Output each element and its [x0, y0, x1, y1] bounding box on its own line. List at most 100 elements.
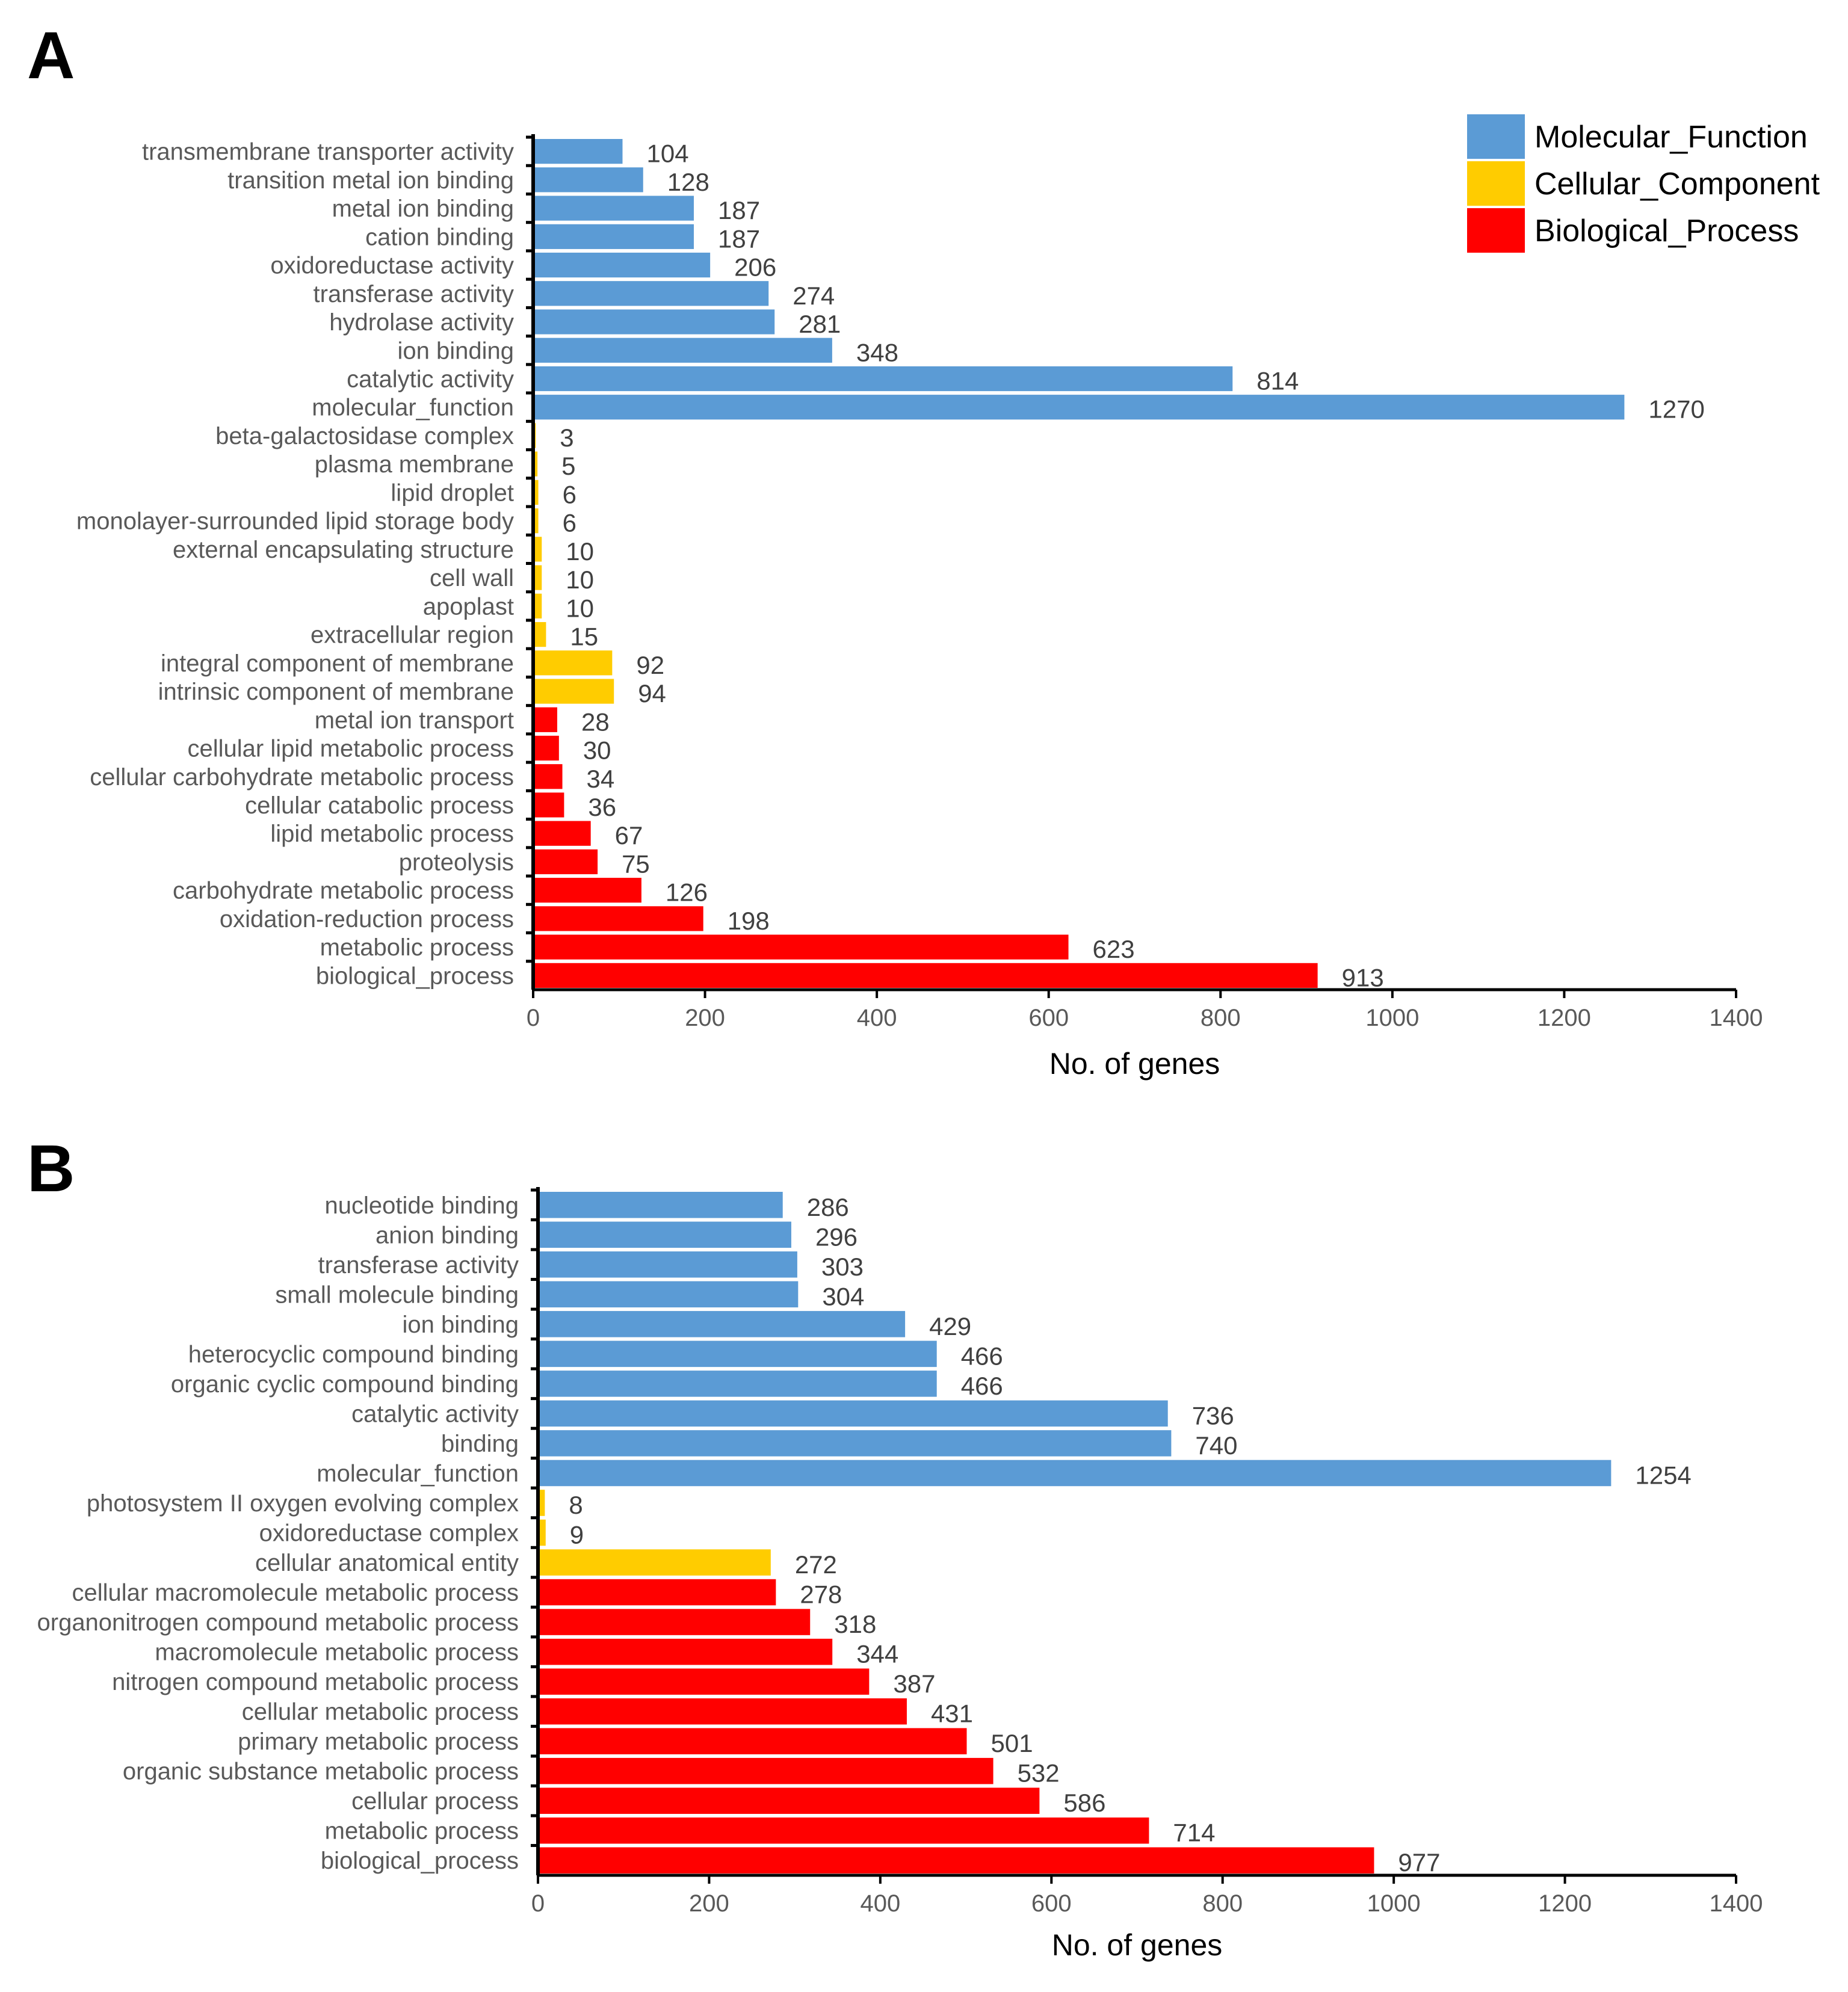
x-tick-label: 200	[685, 1005, 725, 1031]
data-label: 466	[961, 1342, 1003, 1370]
x-tick-label: 800	[1201, 1005, 1241, 1031]
category-label: oxidoreductase activity	[270, 253, 514, 279]
bar	[538, 1757, 994, 1784]
data-label: 814	[1256, 366, 1299, 395]
bar	[533, 167, 643, 193]
bar	[538, 1192, 783, 1218]
chart-b: nucleotide binding 286 anion binding 296 tra…	[37, 1187, 1763, 1962]
x-tick-label: 1000	[1365, 1005, 1419, 1031]
bar	[533, 878, 641, 903]
bar	[533, 338, 832, 363]
bar	[533, 196, 694, 221]
x-tick-label: 600	[1028, 1005, 1069, 1031]
data-label: 532	[1018, 1759, 1060, 1787]
category-label: cellular catabolic process	[245, 792, 514, 819]
x-tick-label: 400	[860, 1890, 900, 1917]
data-label: 344	[856, 1640, 898, 1668]
x-tick-label: 200	[689, 1890, 729, 1917]
bar	[533, 593, 542, 618]
category-label: binding	[441, 1431, 519, 1457]
category-label: metal ion transport	[315, 707, 514, 733]
category-label: cellular metabolic process	[242, 1699, 519, 1725]
data-label: 94	[638, 679, 666, 708]
category-label: lipid droplet	[391, 479, 514, 506]
bar	[533, 707, 557, 732]
bar	[538, 1728, 967, 1754]
category-label: catalytic activity	[347, 366, 514, 392]
data-label: 623	[1093, 935, 1135, 963]
data-label: 92	[636, 651, 664, 679]
x-tick-label: 1400	[1710, 1005, 1763, 1031]
category-label: cellular anatomical entity	[255, 1550, 519, 1576]
data-label: 281	[799, 310, 841, 338]
category-label: beta-galactosidase complex	[215, 423, 514, 449]
bar	[538, 1787, 1040, 1814]
bar	[533, 366, 1233, 392]
bar	[538, 1430, 1172, 1457]
category-label: monolayer-surrounded lipid storage body	[76, 508, 514, 535]
bar	[538, 1638, 833, 1665]
category-label: ion binding	[398, 338, 515, 364]
category-label: photosystem II oxygen evolving complex	[87, 1490, 519, 1517]
data-label: 714	[1173, 1819, 1215, 1847]
category-label: catalytic activity	[351, 1401, 519, 1427]
legend-swatch-molecular_function	[1467, 114, 1525, 159]
category-label: cation binding	[365, 224, 514, 250]
legend-label-molecular_function: Molecular_Function	[1534, 120, 1808, 155]
category-label: transferase activity	[318, 1252, 519, 1278]
bar	[538, 1847, 1374, 1873]
category-label: organic substance metabolic process	[123, 1759, 519, 1785]
category-label: apoplast	[423, 593, 514, 620]
data-label: 274	[793, 282, 835, 310]
data-label: 296	[815, 1223, 858, 1251]
bar	[533, 679, 614, 704]
category-label: heterocyclic compound binding	[188, 1341, 519, 1368]
category-label: metabolic process	[325, 1818, 519, 1845]
category-label: metabolic process	[320, 934, 514, 961]
bar	[533, 565, 542, 590]
data-label: 187	[718, 196, 760, 224]
data-label: 10	[566, 594, 594, 622]
category-label: plasma membrane	[315, 451, 514, 478]
bar	[538, 1460, 1612, 1487]
data-label: 9	[570, 1521, 584, 1549]
bar	[533, 963, 1318, 988]
bar	[538, 1519, 546, 1546]
x-tick-label: 1200	[1537, 1005, 1591, 1031]
bar	[538, 1698, 907, 1725]
category-label: cell wall	[430, 565, 514, 591]
data-label: 977	[1398, 1848, 1440, 1876]
category-label: intrinsic component of membrane	[158, 679, 514, 705]
bar	[533, 252, 711, 278]
x-axis-title: No. of genes	[1052, 1928, 1223, 1962]
bar	[538, 1817, 1149, 1844]
x-tick-label: 600	[1031, 1890, 1072, 1917]
data-label: 278	[800, 1580, 842, 1609]
category-label: carbohydrate metabolic process	[173, 878, 514, 904]
category-label: extracellular region	[311, 622, 514, 649]
bar	[533, 451, 538, 476]
x-tick-label: 1400	[1710, 1890, 1763, 1917]
legend-label-cellular_component: Cellular_Component	[1534, 167, 1820, 202]
category-label: biological_process	[321, 1848, 519, 1874]
bar	[538, 1400, 1168, 1427]
category-label: primary metabolic process	[238, 1728, 519, 1755]
data-label: 431	[931, 1700, 973, 1728]
category-label: oxidoreductase complex	[259, 1520, 519, 1547]
data-label: 104	[646, 140, 688, 168]
data-label: 303	[821, 1253, 864, 1281]
category-label: small molecule binding	[275, 1281, 519, 1308]
data-label: 736	[1192, 1401, 1234, 1429]
category-label: nitrogen compound metabolic process	[112, 1669, 519, 1695]
data-label: 67	[615, 821, 643, 850]
data-label: 206	[734, 253, 776, 282]
data-label: 272	[795, 1550, 837, 1579]
bar	[533, 508, 539, 534]
bar	[533, 395, 1625, 420]
category-label: oxidation-reduction process	[220, 906, 514, 933]
panel-label-b: B	[27, 1132, 75, 1206]
category-label: integral component of membrane	[161, 650, 514, 677]
x-tick-label: 1200	[1538, 1890, 1592, 1917]
data-label: 187	[718, 224, 760, 253]
